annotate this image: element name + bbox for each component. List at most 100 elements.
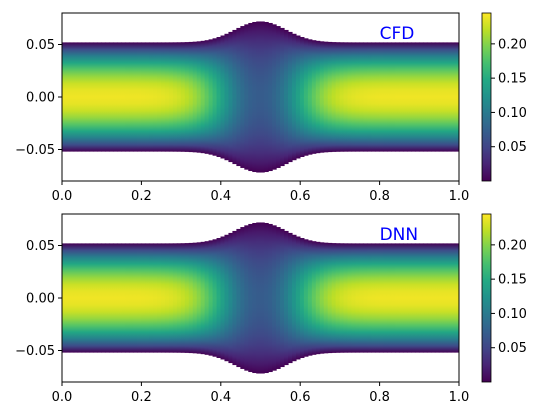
- field-column: [311, 40, 317, 154]
- field-column: [113, 42, 118, 152]
- field-column: [133, 42, 138, 152]
- field-column: [315, 40, 321, 154]
- colorbar-tick-label: 0.20: [498, 37, 527, 52]
- field-column: [355, 42, 361, 152]
- field-column: [109, 42, 114, 152]
- field-column: [454, 42, 459, 152]
- field-column: [101, 243, 106, 353]
- field-column: [347, 42, 353, 152]
- field-column: [220, 35, 226, 159]
- field-column: [303, 38, 309, 156]
- x-tick-label: 0.2: [131, 390, 152, 405]
- field-column: [319, 41, 325, 153]
- field-column: [399, 42, 404, 152]
- field-column: [105, 243, 110, 353]
- field-column: [168, 243, 174, 353]
- field-column: [367, 243, 372, 353]
- field-column: [375, 243, 380, 353]
- field-column: [145, 42, 150, 152]
- field-column: [391, 42, 396, 152]
- field-column: [256, 21, 261, 173]
- field-column: [272, 24, 277, 170]
- field-column: [347, 243, 353, 353]
- field-column: [133, 243, 138, 353]
- field-column: [280, 228, 285, 368]
- field-column: [331, 42, 337, 152]
- panel-label: DNN: [380, 225, 419, 245]
- field-column: [343, 42, 349, 152]
- field-column: [65, 243, 71, 353]
- field-column: [403, 243, 408, 353]
- x-tick-label: 1.0: [449, 390, 470, 405]
- field-column: [200, 40, 206, 154]
- field-column: [323, 242, 329, 354]
- field-column: [415, 42, 420, 152]
- field-column: [77, 243, 83, 353]
- panel-dnn: 0.0 0.2 0.4 0.6 0.8 1.00.050.00−0.05DNN0.050.…: [15, 213, 527, 405]
- field-column: [430, 42, 436, 152]
- field-column: [387, 243, 392, 353]
- velocity-field: [62, 222, 459, 374]
- field-column: [216, 238, 222, 358]
- field-column: [434, 243, 440, 353]
- field-column: [248, 22, 253, 172]
- field-column: [319, 242, 325, 354]
- field-column: [105, 42, 110, 152]
- field-column: [164, 42, 170, 152]
- field-column: [224, 234, 230, 362]
- field-column: [220, 236, 226, 360]
- field-column: [212, 239, 218, 357]
- field-column: [204, 241, 210, 355]
- y-tick-label: −0.05: [15, 344, 55, 359]
- field-column: [172, 243, 178, 353]
- field-column: [184, 243, 190, 353]
- colorbar-gradient: [481, 213, 492, 383]
- field-column: [81, 243, 87, 353]
- field-column: [252, 21, 257, 173]
- field-column: [252, 222, 257, 374]
- field-column: [323, 41, 329, 153]
- field-column: [69, 42, 75, 152]
- field-column: [85, 243, 91, 353]
- field-column: [141, 243, 146, 353]
- field-column: [307, 240, 313, 356]
- field-column: [295, 35, 301, 159]
- field-column: [307, 39, 313, 155]
- field-column: [379, 243, 384, 353]
- field-column: [196, 41, 202, 153]
- x-tick-label: 0.8: [369, 390, 390, 405]
- field-column: [149, 42, 154, 152]
- x-tick-label: 1.0: [449, 189, 470, 204]
- field-column: [97, 243, 102, 353]
- field-column: [446, 42, 452, 152]
- panel-cfd: 0.0 0.2 0.4 0.6 0.8 1.00.050.00−0.05CFD0.050.…: [15, 12, 527, 204]
- field-column: [172, 42, 178, 152]
- field-column: [327, 41, 333, 153]
- field-column: [89, 243, 95, 353]
- field-column: [240, 227, 245, 369]
- colorbar-tick-label: 0.10: [498, 106, 527, 121]
- field-column: [387, 42, 392, 152]
- field-column: [303, 239, 309, 357]
- field-column: [184, 42, 190, 152]
- field-column: [62, 42, 67, 152]
- field-column: [97, 42, 102, 152]
- y-tick-label: −0.05: [15, 143, 55, 158]
- field-column: [212, 38, 218, 156]
- field-column: [113, 243, 118, 353]
- x-tick-label: 0.6: [290, 390, 311, 405]
- x-tick-label: 0.0: [52, 189, 73, 204]
- field-column: [121, 42, 126, 152]
- field-column: [216, 37, 222, 157]
- y-tick-label: 0.05: [26, 239, 55, 254]
- field-column: [295, 236, 301, 360]
- field-column: [248, 223, 253, 373]
- y-tick-label: 0.00: [26, 91, 55, 106]
- x-tick-label: 0.8: [369, 189, 390, 204]
- field-column: [137, 243, 142, 353]
- field-column: [188, 41, 194, 153]
- field-column: [73, 42, 79, 152]
- field-column: [383, 243, 388, 353]
- y-tick-label: 0.00: [26, 292, 55, 307]
